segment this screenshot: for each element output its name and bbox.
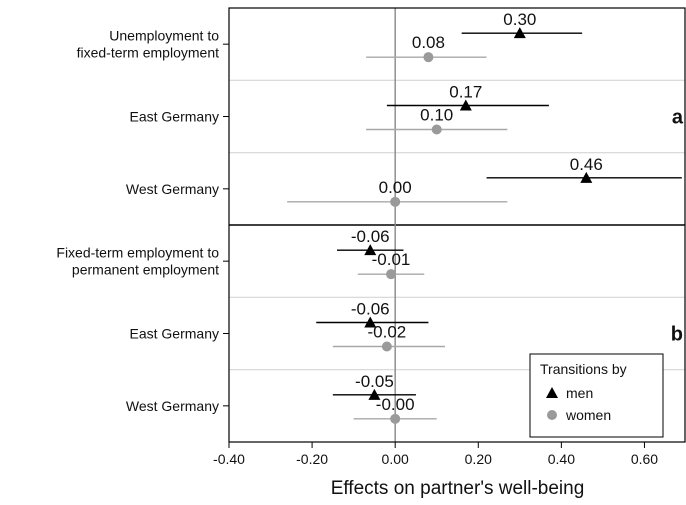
value-label-men: -0.06 bbox=[351, 300, 390, 319]
estimate-women: 0.08 bbox=[366, 33, 487, 63]
panel-label: b bbox=[671, 324, 683, 346]
x-tick-label: 0.20 bbox=[465, 451, 492, 467]
legend: Transitions by men women bbox=[529, 353, 664, 438]
row-label: fixed-term employment bbox=[77, 45, 219, 61]
estimates: 0.30 0.08 0.17 0.10 0.46 0.00 -0.06 -0.01 -0.06 -… bbox=[287, 10, 682, 424]
row-label: Unemployment to bbox=[109, 28, 219, 44]
estimate-women: 0.10 bbox=[366, 106, 508, 135]
value-label-women: -0.00 bbox=[376, 395, 415, 414]
x-axis: -0.40 -0.20 0.00 0.20 0.40 0.60 bbox=[213, 442, 658, 467]
circle-marker-women bbox=[381, 341, 392, 352]
x-axis-title: Effects on partner's well-being bbox=[331, 478, 585, 499]
legend-title: Transitions by bbox=[540, 361, 627, 377]
x-tick-label: -0.40 bbox=[213, 451, 245, 467]
legend-label: women bbox=[565, 407, 611, 423]
plot-frame bbox=[228, 7, 686, 443]
circle-marker-women bbox=[423, 52, 434, 63]
estimate-women: 0.00 bbox=[287, 178, 508, 207]
x-tick-label: 0.40 bbox=[548, 451, 575, 467]
legend-entry-men: men bbox=[546, 385, 593, 401]
estimate-men: -0.05 bbox=[332, 372, 416, 400]
value-label-men: 0.17 bbox=[449, 83, 482, 102]
value-label-men: 0.46 bbox=[570, 155, 603, 174]
estimate-men: 0.46 bbox=[486, 155, 682, 183]
panel-labels: ab bbox=[671, 107, 684, 346]
estimate-men: 0.30 bbox=[461, 10, 583, 39]
value-label-women: -0.01 bbox=[372, 250, 411, 269]
x-tick-label: -0.20 bbox=[296, 451, 328, 467]
estimate-men: 0.17 bbox=[386, 83, 549, 111]
value-label-women: 0.08 bbox=[412, 33, 445, 52]
x-tick-label: 0.60 bbox=[631, 451, 658, 467]
row-label: East Germany bbox=[130, 109, 219, 125]
value-label-men: -0.06 bbox=[351, 227, 390, 246]
circle-marker-women bbox=[390, 413, 401, 424]
circle-marker-women bbox=[390, 196, 401, 207]
row-label: West Germany bbox=[126, 398, 219, 414]
estimate-men: -0.06 bbox=[316, 300, 429, 328]
triangle-marker-men bbox=[364, 316, 377, 328]
row-label: permanent employment bbox=[72, 262, 219, 278]
triangle-marker-men bbox=[513, 27, 526, 39]
estimate-women: -0.01 bbox=[357, 250, 425, 280]
estimate-men: -0.06 bbox=[337, 227, 404, 256]
x-tick-label: 0.00 bbox=[382, 451, 409, 467]
row-label: East Germany bbox=[130, 326, 219, 342]
estimate-women: -0.00 bbox=[353, 395, 437, 424]
panel-label: a bbox=[672, 107, 684, 129]
row-separators bbox=[229, 79, 685, 371]
triangle-marker-men bbox=[580, 171, 593, 183]
value-label-women: -0.02 bbox=[367, 323, 406, 342]
legend-label: men bbox=[566, 385, 593, 401]
value-label-men: -0.05 bbox=[355, 372, 394, 391]
legend-triangle-icon bbox=[546, 387, 558, 398]
triangle-marker-men bbox=[459, 99, 472, 111]
circle-marker-women bbox=[386, 269, 397, 280]
triangle-marker-men bbox=[368, 388, 381, 400]
estimate-women: -0.02 bbox=[332, 323, 446, 352]
value-label-women: 0.10 bbox=[420, 106, 453, 125]
legend-circle-icon bbox=[547, 410, 557, 420]
circle-marker-women bbox=[431, 124, 442, 135]
value-label-women: 0.00 bbox=[379, 178, 412, 197]
legend-entry-women: women bbox=[547, 407, 611, 423]
row-label: Fixed-term employment to bbox=[56, 245, 219, 261]
triangle-marker-men bbox=[364, 244, 377, 256]
value-label-men: 0.30 bbox=[503, 10, 536, 29]
row-label: West Germany bbox=[126, 181, 219, 197]
legend-entries: men women bbox=[546, 385, 611, 423]
